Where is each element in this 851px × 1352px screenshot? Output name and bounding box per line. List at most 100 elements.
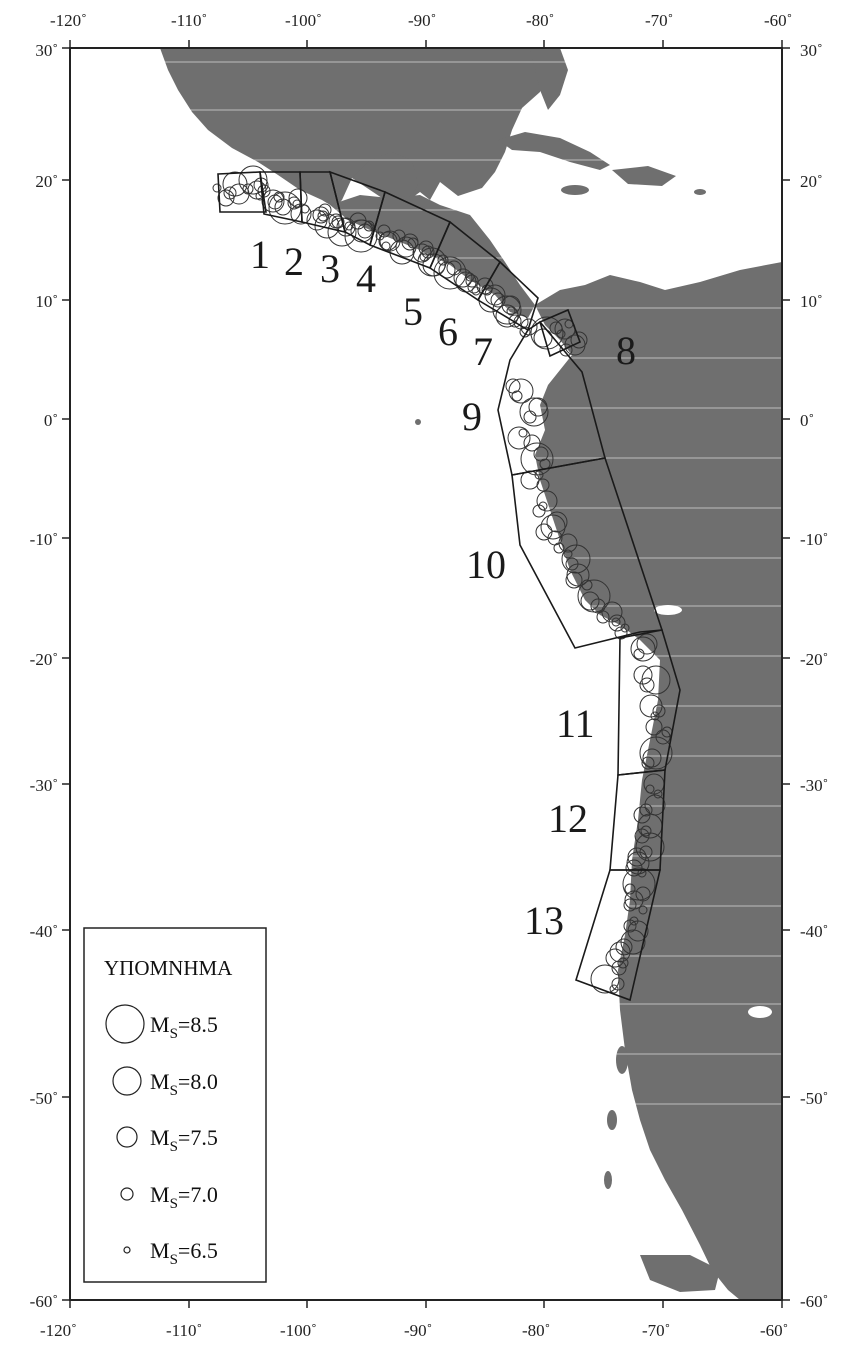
earthquake-event-circle xyxy=(538,501,548,511)
earthquake-event-circle xyxy=(650,711,660,721)
tick-label: -60˚ xyxy=(760,1321,788,1340)
earthquake-event-circle xyxy=(638,905,648,915)
zone-label: 13 xyxy=(524,898,564,943)
tick-label: 30˚ xyxy=(35,41,58,60)
earthquake-event-circle xyxy=(536,490,558,512)
zone-label: 8 xyxy=(616,328,636,373)
earthquake-event-circle xyxy=(534,470,544,480)
tick-label: -90˚ xyxy=(404,1321,432,1340)
tick-label: -50˚ xyxy=(30,1089,58,1108)
earthquake-event-circle xyxy=(508,314,522,328)
tick-label: -60˚ xyxy=(764,11,792,30)
tick-label: -40˚ xyxy=(800,922,828,941)
earthquake-event-circle xyxy=(564,334,586,356)
earthquake-event-circle xyxy=(412,243,432,263)
earthquake-event-circle xyxy=(505,378,521,394)
earthquake-event-circle xyxy=(596,610,610,624)
earthquake-event-circle xyxy=(601,601,623,623)
zone-label: 3 xyxy=(320,246,340,291)
tick-label: -90˚ xyxy=(408,11,436,30)
earthquake-event-circle xyxy=(438,261,456,279)
zone-11-outline xyxy=(617,629,681,776)
earthquake-event-circle xyxy=(617,957,629,969)
earthquake-event-circle xyxy=(639,803,653,817)
zone-label: 1 xyxy=(250,232,270,277)
earthquake-event-circle xyxy=(577,579,611,613)
zone-label: 5 xyxy=(403,289,423,334)
zone-13-outline xyxy=(575,869,662,1002)
legend-circle-7-5 xyxy=(116,1126,138,1148)
legend-label: MS=7.0 xyxy=(150,1182,218,1212)
earthquake-event-circle xyxy=(620,929,646,955)
tick-label: -40˚ xyxy=(30,922,58,941)
zone-label: 6 xyxy=(438,309,458,354)
earthquake-event-circle xyxy=(465,274,479,288)
earthquake-event-circle xyxy=(238,165,268,195)
earthquake-events xyxy=(212,165,673,994)
earthquake-event-circle xyxy=(357,223,373,239)
tick-label: -70˚ xyxy=(645,11,673,30)
earthquake-event-circle xyxy=(639,694,663,718)
tick-label: -10˚ xyxy=(800,530,828,549)
land-yucatan xyxy=(352,152,418,205)
earthquake-event-circle xyxy=(556,329,566,339)
legend-circle-7-0 xyxy=(120,1187,134,1201)
zone-8-outline xyxy=(539,308,582,358)
seismic-zones xyxy=(217,170,681,1002)
earthquake-event-circle xyxy=(590,964,620,994)
earthquake-event-circle xyxy=(533,328,553,348)
earthquake-event-circle xyxy=(645,718,663,736)
earthquake-event-circle xyxy=(547,530,563,546)
earthquake-event-circle xyxy=(623,898,637,912)
zone-label: 12 xyxy=(548,796,588,841)
earthquake-event-circle xyxy=(636,633,658,655)
earthquake-event-circle xyxy=(559,343,573,357)
water-inlet xyxy=(654,605,682,615)
earthquake-event-circle xyxy=(306,209,328,231)
earthquake-event-circle xyxy=(639,736,673,770)
land-hispaniola xyxy=(612,166,676,186)
land-jamaica xyxy=(561,185,589,195)
earthquake-event-circle xyxy=(629,916,639,926)
legend-label: MS=7.5 xyxy=(150,1125,218,1155)
tick-label: -70˚ xyxy=(642,1321,670,1340)
earthquake-event-circle xyxy=(622,867,656,901)
earthquake-event-circle xyxy=(433,256,467,290)
earthquake-event-circle xyxy=(331,215,345,229)
earthquake-event-circle xyxy=(523,410,537,424)
water-inlet xyxy=(748,1006,772,1018)
scan-lines xyxy=(70,61,782,1105)
tick-label: 20˚ xyxy=(800,172,823,191)
tick-label: 0˚ xyxy=(44,411,58,430)
earthquake-event-circle xyxy=(530,316,564,350)
earthquake-event-circle xyxy=(624,883,636,895)
legend-label: MS=6.5 xyxy=(150,1238,218,1268)
tick-label: -100˚ xyxy=(285,11,322,30)
tick-label: -120˚ xyxy=(50,11,87,30)
legend-box xyxy=(83,927,267,1283)
earthquake-event-circle xyxy=(641,665,671,695)
tick-label: -80˚ xyxy=(526,11,554,30)
earthquake-event-circle xyxy=(627,847,647,867)
legend-circle-6-5 xyxy=(123,1246,131,1254)
earthquake-event-circle xyxy=(217,189,235,207)
land-island xyxy=(607,1110,617,1130)
earthquake-event-circle xyxy=(407,237,419,249)
earthquake-event-circle xyxy=(508,378,534,404)
tick-label: -110˚ xyxy=(171,11,207,30)
earthquake-event-circle xyxy=(634,828,650,844)
tick-label: -30˚ xyxy=(800,776,828,795)
earthquake-event-circle xyxy=(518,428,528,438)
tick-label: -60˚ xyxy=(30,1292,58,1311)
earthquake-event-circle xyxy=(639,677,655,693)
earthquake-event-circle xyxy=(570,331,588,349)
zone-label: 9 xyxy=(462,394,482,439)
land-central-america xyxy=(160,48,555,208)
tick-label: -50˚ xyxy=(800,1089,828,1108)
earthquake-event-circle xyxy=(492,295,522,325)
earthquake-event-circle xyxy=(519,326,531,338)
tick-label: 10˚ xyxy=(800,292,823,311)
tick-label: -60˚ xyxy=(800,1292,828,1311)
land-south-america xyxy=(535,262,782,1300)
earthquake-event-circle xyxy=(635,832,665,862)
